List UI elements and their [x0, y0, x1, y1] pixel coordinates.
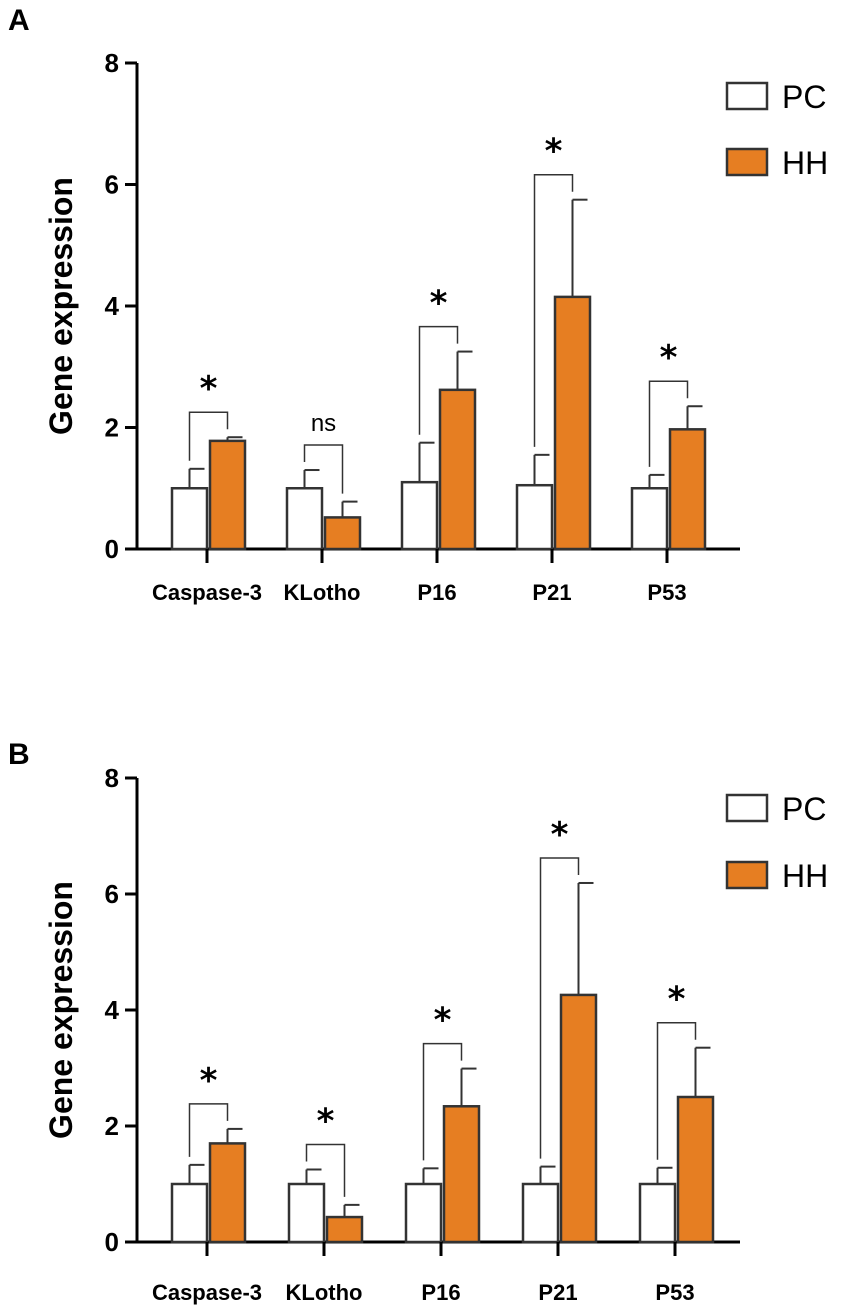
bar-pc [521, 1182, 560, 1244]
bar-pc [285, 487, 324, 551]
legend-swatch-hh [725, 147, 769, 177]
significance-label: * [200, 369, 218, 409]
legend-swatch-hh [725, 860, 769, 890]
bar-hh [559, 993, 598, 1244]
significance-bracket [648, 380, 689, 467]
bar-hh [208, 439, 247, 551]
chart-panel-B: B Gene expression 0 2 4 6 8 Caspase-3 * KLotho * P1… [8, 738, 828, 1305]
bar-hh [325, 1215, 364, 1244]
y-axis-label: Gene expression [43, 881, 79, 1139]
x-tick-label: P53 [655, 1280, 694, 1305]
significance-bracket [188, 1103, 229, 1157]
bar-hh [676, 1095, 715, 1244]
bar-pc [170, 1182, 209, 1244]
bar-hh [442, 1105, 481, 1244]
y-tick-label: 6 [105, 170, 119, 200]
bar-pc [515, 483, 554, 551]
x-tick-label: KLotho [284, 580, 361, 605]
y-tick-label: 2 [105, 1111, 119, 1141]
significance-bracket [305, 1143, 346, 1197]
significance-label: * [551, 815, 569, 855]
y-tick-label: 6 [105, 879, 119, 909]
significance-bracket [303, 444, 344, 494]
bar-hh [438, 388, 477, 551]
y-tick-label: 2 [105, 413, 119, 443]
x-tick-label: KLotho [286, 1280, 363, 1305]
panel-label: A [8, 4, 30, 37]
y-tick-label: 8 [105, 763, 119, 793]
x-tick-label: P21 [538, 1280, 577, 1305]
significance-bracket [539, 857, 580, 1159]
significance-label: * [200, 1061, 218, 1101]
bar-pc [404, 1182, 443, 1244]
bar-pc [630, 487, 669, 551]
x-tick-label: P53 [647, 580, 686, 605]
legend-label-hh: HH [782, 145, 828, 181]
bar-pc [638, 1182, 677, 1244]
significance-label: * [317, 1102, 335, 1142]
panel-label: B [8, 738, 30, 771]
x-tick-label: Caspase-3 [152, 1280, 262, 1305]
y-tick-label: 4 [105, 995, 120, 1025]
y-tick-label: 0 [105, 534, 119, 564]
legend-swatch-pc [725, 81, 769, 111]
bar-hh [208, 1142, 247, 1244]
x-tick-label: Caspase-3 [152, 580, 262, 605]
significance-label: ns [311, 410, 336, 437]
bar-pc [170, 487, 209, 551]
significance-bracket [422, 1042, 463, 1161]
y-axis-label: Gene expression [43, 177, 79, 435]
significance-label: * [434, 1001, 452, 1041]
bar-pc [400, 480, 439, 551]
significance-bracket [418, 325, 459, 435]
significance-label: * [660, 338, 678, 378]
x-tick-label: P16 [417, 580, 456, 605]
significance-label: * [430, 284, 448, 324]
y-tick-label: 0 [105, 1227, 119, 1257]
bar-hh [323, 516, 362, 551]
legend-label-hh: HH [782, 858, 828, 894]
significance-bracket [656, 1021, 697, 1160]
significance-label: * [545, 132, 563, 172]
legend-label-pc: PC [782, 79, 826, 115]
bar-hh [668, 428, 707, 551]
bar-pc [287, 1182, 326, 1244]
significance-bracket [533, 173, 574, 447]
significance-label: * [668, 980, 686, 1020]
legend-swatch-pc [725, 793, 769, 823]
bar-hh [553, 295, 592, 551]
significance-bracket [188, 411, 229, 461]
chart-panel-A: A Gene expression 0 2 4 6 8 Caspase-3 * KLotho ns P… [8, 4, 828, 605]
y-tick-label: 8 [105, 48, 119, 78]
legend-label-pc: PC [782, 791, 826, 827]
x-tick-label: P21 [532, 580, 571, 605]
y-tick-label: 4 [105, 291, 120, 321]
x-tick-label: P16 [421, 1280, 460, 1305]
